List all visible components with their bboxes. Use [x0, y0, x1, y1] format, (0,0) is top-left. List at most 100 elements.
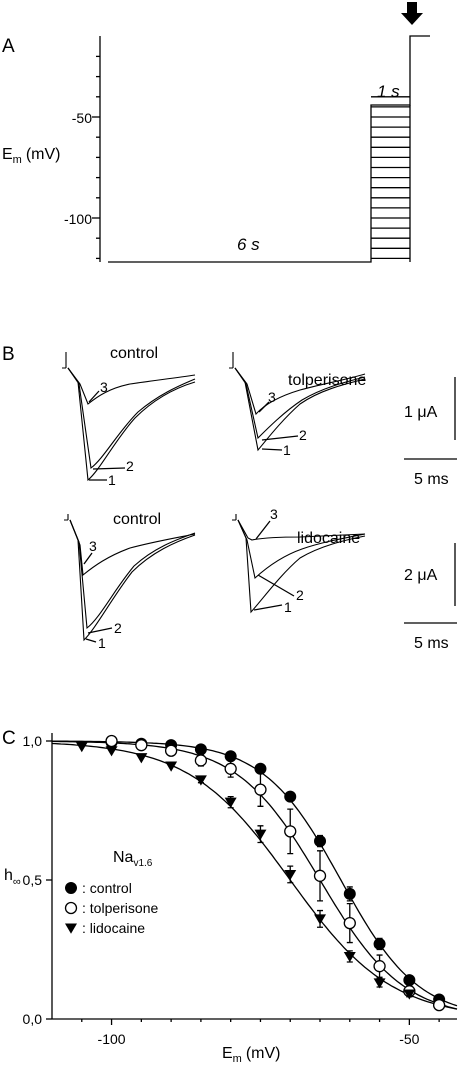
data-point: [373, 960, 386, 973]
x-tick-label: -100: [98, 1031, 126, 1047]
panel-c-letter: C: [2, 728, 16, 749]
data-point: [343, 951, 356, 963]
trace-title-tolperisone: tolperisone: [288, 372, 366, 389]
trace-number: 1: [283, 442, 291, 458]
panel-b-current-traces: B control 3 2 1 tolperisone 3 2: [2, 344, 457, 652]
label-leader: [83, 552, 93, 565]
data-point: [135, 739, 148, 752]
label-leader: [253, 604, 283, 611]
current-trace-3: [69, 519, 196, 577]
protocol-prepulse-steps: [371, 96, 410, 260]
label-leader: [261, 435, 299, 441]
data-point: [105, 746, 118, 757]
label-leader: [92, 467, 126, 470]
data-point: [194, 754, 208, 767]
panel-a-voltage-protocol: A -50 -100 Em (mV) 6 s 1 s: [2, 2, 430, 263]
legend-title: Nav1.6: [113, 849, 153, 869]
protocol-envelope: [108, 35, 430, 263]
trace-number: 2: [126, 458, 134, 474]
chart-x-label: Em (mV): [222, 1045, 281, 1065]
label-leader: [255, 520, 271, 540]
protocol-duration-long: 6 s: [237, 235, 260, 254]
trace-number: 3: [268, 389, 276, 405]
current-trace-2: [67, 367, 196, 470]
capacitive-artifact: [232, 514, 237, 521]
trace-group-control-top: control 3 2 1: [62, 345, 196, 488]
current-trace-2: [237, 519, 366, 580]
trace-title-lidocaine: lidocaine: [297, 530, 360, 547]
panel-c-inactivation-chart: C -100 -50 0,0 0,5 1,0 Em (mV) h∞ Nav1.6 : c…: [2, 728, 458, 1065]
current-trace-3: [237, 519, 366, 541]
scale-label-current: 2 μA: [404, 567, 438, 584]
data-point: [75, 742, 88, 753]
scale-label-time: 5 ms: [414, 471, 449, 488]
panel-a-y-ticks: [92, 55, 100, 260]
data-point: [373, 937, 386, 950]
data-point: [224, 797, 237, 808]
current-trace-1: [69, 519, 196, 642]
test-pulse-arrow-icon: [401, 2, 423, 25]
data-point: [284, 790, 297, 803]
data-point: [194, 743, 207, 756]
capacitive-artifact: [62, 352, 67, 369]
data-point: [224, 762, 237, 775]
chart-data-points: [75, 734, 446, 1012]
trace-number: 2: [299, 427, 307, 443]
panel-a-letter: A: [2, 36, 15, 57]
capacitive-artifact: [64, 514, 69, 521]
chart-legend: Nav1.6 : control: tolperisone: lidocaine: [64, 849, 158, 936]
trace-group-lidocaine: lidocaine 3 2 1: [232, 506, 366, 615]
capacitive-artifact: [229, 352, 234, 369]
label-leader: [85, 638, 97, 643]
data-point: [284, 869, 297, 881]
y-tick-label: 1,0: [23, 733, 43, 749]
protocol-duration-short: 1 s: [377, 82, 400, 101]
scale-bar-bottom: 2 μA 5 ms: [404, 543, 457, 652]
current-trace-2: [234, 367, 366, 440]
legend-marker: [65, 923, 77, 934]
data-point: [313, 869, 327, 882]
data-point: [284, 825, 297, 838]
data-point: [105, 734, 118, 748]
panel-a-y-label: Em (mV): [2, 146, 61, 166]
current-trace-1: [234, 367, 366, 452]
trace-title-control: control: [110, 345, 158, 362]
label-leader: [87, 627, 113, 634]
current-trace-1: [237, 519, 366, 614]
panel-a-tick-label: -100: [64, 211, 92, 227]
chart-y-label: h∞: [4, 867, 21, 888]
fit-curve: [51, 742, 458, 1010]
current-trace-3: [234, 367, 366, 416]
trace-number: 3: [100, 379, 108, 395]
trace-number: 2: [114, 620, 122, 636]
legend-marker: [65, 882, 77, 894]
data-point: [254, 783, 267, 796]
trace-number: 3: [89, 538, 97, 554]
trace-number: 1: [108, 472, 116, 488]
legend-label: : lidocaine: [82, 920, 145, 936]
label-leader: [88, 390, 100, 403]
current-trace-3: [67, 367, 196, 405]
trace-group-tolperisone: tolperisone 3 2 1: [229, 352, 366, 458]
legend-label: : control: [82, 880, 132, 896]
data-point: [314, 835, 327, 848]
data-point: [403, 974, 416, 987]
current-trace-1: [67, 367, 196, 482]
data-point: [403, 989, 416, 1000]
legend-items: : control: tolperisone: lidocaine: [64, 880, 158, 936]
trace-number: 1: [284, 599, 292, 615]
label-leader: [261, 448, 283, 451]
data-point: [373, 978, 386, 989]
panel-a-tick-label: -50: [72, 110, 92, 126]
chart-fit-curves: [51, 740, 458, 1010]
trace-number: 2: [296, 587, 304, 603]
data-point: [343, 887, 356, 900]
y-tick-label: 0,5: [23, 872, 43, 888]
data-point: [343, 916, 356, 930]
data-point: [164, 744, 178, 757]
label-leader: [258, 401, 270, 413]
scale-label-time: 5 ms: [414, 635, 449, 652]
scale-label-current: 1 μA: [404, 404, 438, 421]
chart-y-ticks: 0,0 0,5 1,0: [23, 733, 52, 1027]
